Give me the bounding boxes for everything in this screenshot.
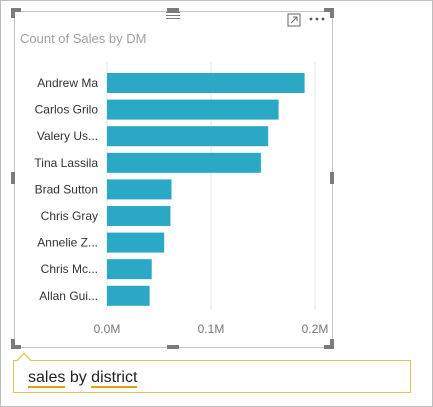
x-tick-label: 0.0M xyxy=(94,322,121,336)
x-tick-label: 0.1M xyxy=(198,322,225,336)
category-label: Andrew Ma xyxy=(37,76,98,90)
resize-handle-top[interactable] xyxy=(167,8,179,12)
resize-handle-right[interactable] xyxy=(330,172,334,184)
resize-handle-bottom-left-v[interactable] xyxy=(11,339,15,349)
resize-handle-bottom[interactable] xyxy=(167,345,179,349)
chart-title: Count of Sales by DM xyxy=(20,31,147,46)
bar[interactable] xyxy=(107,179,172,200)
bar[interactable] xyxy=(107,206,171,226)
resize-handle-bottom-right[interactable] xyxy=(324,345,334,349)
more-options-icon[interactable] xyxy=(309,13,325,27)
resize-handle-top-left-v[interactable] xyxy=(11,8,15,18)
bar[interactable] xyxy=(107,259,152,280)
bar[interactable] xyxy=(107,73,305,93)
qna-input[interactable]: sales by district xyxy=(13,360,411,393)
category-label: Carlos Grilo xyxy=(35,103,99,117)
qna-term-by: by xyxy=(69,369,87,386)
bar[interactable] xyxy=(107,285,150,306)
category-label: Valery Us... xyxy=(37,129,98,143)
resize-handle-left[interactable] xyxy=(11,172,15,184)
category-label: Tina Lassila xyxy=(34,156,98,170)
category-label: Annelie Z... xyxy=(37,236,98,250)
x-tick-label: 0.2M xyxy=(302,322,329,336)
resize-handle-top-right[interactable] xyxy=(324,8,334,12)
bar[interactable] xyxy=(107,232,165,253)
focus-mode-icon[interactable] xyxy=(287,13,301,27)
category-label: Allan Gui... xyxy=(39,289,98,303)
bar-chart-visual[interactable] xyxy=(14,11,333,348)
resize-handle-bottom-left[interactable] xyxy=(11,345,21,349)
category-label: Chris Mc... xyxy=(41,262,98,276)
bar[interactable] xyxy=(107,99,279,120)
category-label: Brad Sutton xyxy=(35,182,98,196)
qna-pointer-inner xyxy=(17,354,31,362)
category-label: Chris Gray xyxy=(41,209,98,223)
resize-handle-top-left[interactable] xyxy=(11,8,21,12)
qna-query-text[interactable]: sales by district xyxy=(28,369,138,388)
bar[interactable] xyxy=(107,126,269,147)
bar-chart: 0.0M 0.1M 0.2M Andrew Ma Carlos Grilo Valery … xyxy=(34,62,329,336)
drag-grip-icon[interactable] xyxy=(166,12,180,22)
resize-handle-top-right-v[interactable] xyxy=(330,8,334,18)
bar[interactable] xyxy=(107,152,261,173)
qna-term-district: district xyxy=(91,369,138,388)
qna-term-sales: sales xyxy=(28,369,66,388)
resize-handle-bottom-right-v[interactable] xyxy=(330,339,334,349)
